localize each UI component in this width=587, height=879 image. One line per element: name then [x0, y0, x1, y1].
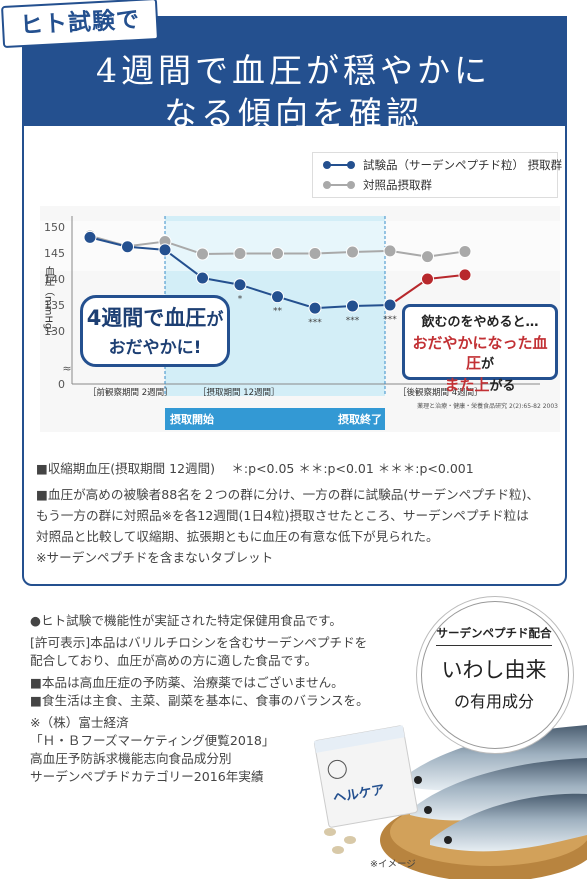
test-point — [196, 271, 209, 285]
y-tick-label: 130 — [44, 325, 65, 338]
callout-right-line3: また上がる — [444, 376, 516, 394]
product-package: ヘルケア — [313, 725, 418, 828]
y-tick-label: 0 — [58, 378, 65, 391]
significance-mark: ** — [273, 307, 283, 317]
test-point — [308, 301, 322, 315]
significance-mark: *** — [383, 315, 397, 325]
intake-bar — [165, 408, 385, 430]
chart-source: 薬理と治療・健康・栄養食品研究 2(2):65-82 2003 — [417, 402, 558, 410]
seal-divider — [436, 645, 552, 646]
caution-line-1: ■本品は高血圧症の予防薬、治療薬ではございません。 — [30, 675, 344, 690]
callout-rebound: 飲むのをやめると… おだやかになった血圧が また上がる — [402, 304, 558, 394]
test-segment — [164, 249, 204, 279]
period-label-post: ［後観察期間 4週間］ — [398, 387, 483, 398]
seal-top-text: サーデンペプチド配合 — [436, 626, 552, 640]
test-point — [271, 290, 284, 304]
desc-line-1: ■血圧が高めの被験者88名を２つの群に分け、一方の群に試験品(サーデンペプチド粒… — [36, 487, 540, 502]
permit-line-1: [許可表示]本品はバリルチロシンを含むサーデンペプチドを — [30, 635, 368, 650]
test-point — [158, 243, 172, 257]
control-point — [271, 247, 284, 261]
seal-main-text: いわし由来 — [441, 658, 547, 682]
control-point — [196, 247, 209, 261]
test-segment — [239, 283, 278, 298]
legend-label-control: 対照品摂取群 — [363, 178, 432, 192]
desc-line-3: 対照品と比較して収縮期、拡張期ともに血圧の有意な低下が見られた。 — [36, 529, 439, 544]
callout-left-line1: 4週間で血圧が — [86, 306, 224, 330]
sardine-image — [400, 725, 587, 852]
test-point — [383, 298, 397, 312]
image-note: ※イメージ — [370, 859, 416, 870]
chart-band — [40, 221, 560, 271]
significance-note: ■収縮期血圧(摂取期間 12週間) ＊:p<0.05 ＊＊:p<0.01 ＊＊＊… — [36, 461, 474, 476]
reference-line-3: 高血圧予防訴求機能志向食品成分別 — [30, 751, 232, 766]
callout-four-weeks: 4週間で血圧が おだやかに! — [80, 295, 230, 367]
period-label-intake: ［摂取期間 12週間］ — [198, 387, 280, 398]
y-tick-label: 150 — [44, 221, 65, 234]
control-point — [458, 244, 472, 258]
headline-line2: なる傾向を確認 — [164, 94, 423, 133]
y-tick-label: 135 — [44, 299, 65, 312]
test-point — [458, 268, 472, 282]
test-point — [83, 230, 97, 244]
test-point — [121, 240, 134, 254]
iwashi-origin-seal — [421, 601, 569, 749]
reference-line-4: サーデンペプチドカテゴリー2016年実績 — [30, 769, 264, 784]
legend-item-control: 対照品摂取群 — [321, 175, 432, 195]
significance-mark: *** — [308, 318, 322, 328]
control-point — [346, 245, 359, 259]
legend-label-test: 試験品（サーデンペプチド粒） 摂取群 — [363, 158, 563, 172]
reference-line-2: 「Ｈ・Ｂフーズマーケティング便覧2018」 — [30, 733, 275, 748]
control-point — [308, 247, 322, 261]
callout-right-line2: おだやかになった血圧が — [412, 334, 548, 372]
permit-line-2: 配合しており、血圧が高めの方に適した食品です。 — [30, 653, 318, 668]
test-segment — [277, 295, 316, 310]
intake-start-label: 摂取開始 — [170, 412, 214, 426]
control-point — [383, 244, 397, 258]
axis-break-mark: ≈ — [62, 362, 71, 375]
tablets — [324, 828, 356, 854]
significance-mark: *** — [346, 316, 360, 326]
intake-end-label: 摂取終了 — [338, 412, 382, 426]
period-label-pre: ［前観察期間 2週間］ — [88, 387, 173, 398]
legend-item-test: 試験品（サーデンペプチド粒） 摂取群 — [321, 155, 562, 175]
control-segment — [164, 240, 203, 255]
chart-legend: 試験品（サーデンペプチド粒） 摂取群 対照品摂取群 — [312, 152, 562, 198]
test-point — [233, 278, 247, 292]
caution-line-2: ■食生活は主食、主菜、副菜を基本に、食事のバランスを。 — [30, 693, 369, 708]
y-tick-group: 150 145 140 135 130 0 — [44, 221, 65, 391]
desc-line-2: もう一方の群に対照品※を各12週間(1日4粒)摂取させたところ、サーデンペプチド… — [36, 508, 529, 523]
callout-left-line2: おだやかに! — [108, 338, 202, 358]
seal-sub-text: の有用成分 — [453, 692, 534, 711]
control-point — [421, 250, 434, 264]
callout-right-line1: 飲むのをやめると… — [421, 315, 539, 330]
test-point — [346, 299, 359, 313]
human-trial-badge: ヒト試験で — [1, 0, 159, 49]
headline-line1: 4週間で血圧が穏やかに — [96, 51, 491, 90]
y-axis-label: 血圧（mmHg） — [43, 265, 55, 340]
test-series — [83, 230, 472, 315]
reference-line-1: ※（株）富士経済 — [30, 715, 129, 730]
y-tick-label: 140 — [44, 273, 65, 286]
significance-labels: ****** *** *** — [238, 295, 398, 328]
test-segment — [389, 278, 429, 306]
desc-line-4: ※サーデンペプチドを含まないタブレット — [36, 550, 274, 565]
y-tick-label: 145 — [44, 247, 65, 260]
product-photo: ヘルケア — [313, 725, 587, 879]
content-frame — [22, 16, 567, 586]
functional-food-statement: ●ヒト試験で機能性が実証された特定保健用食品です。 — [30, 613, 342, 628]
test-point — [421, 272, 434, 286]
control-point — [233, 247, 247, 261]
significance-mark: * — [238, 295, 243, 305]
